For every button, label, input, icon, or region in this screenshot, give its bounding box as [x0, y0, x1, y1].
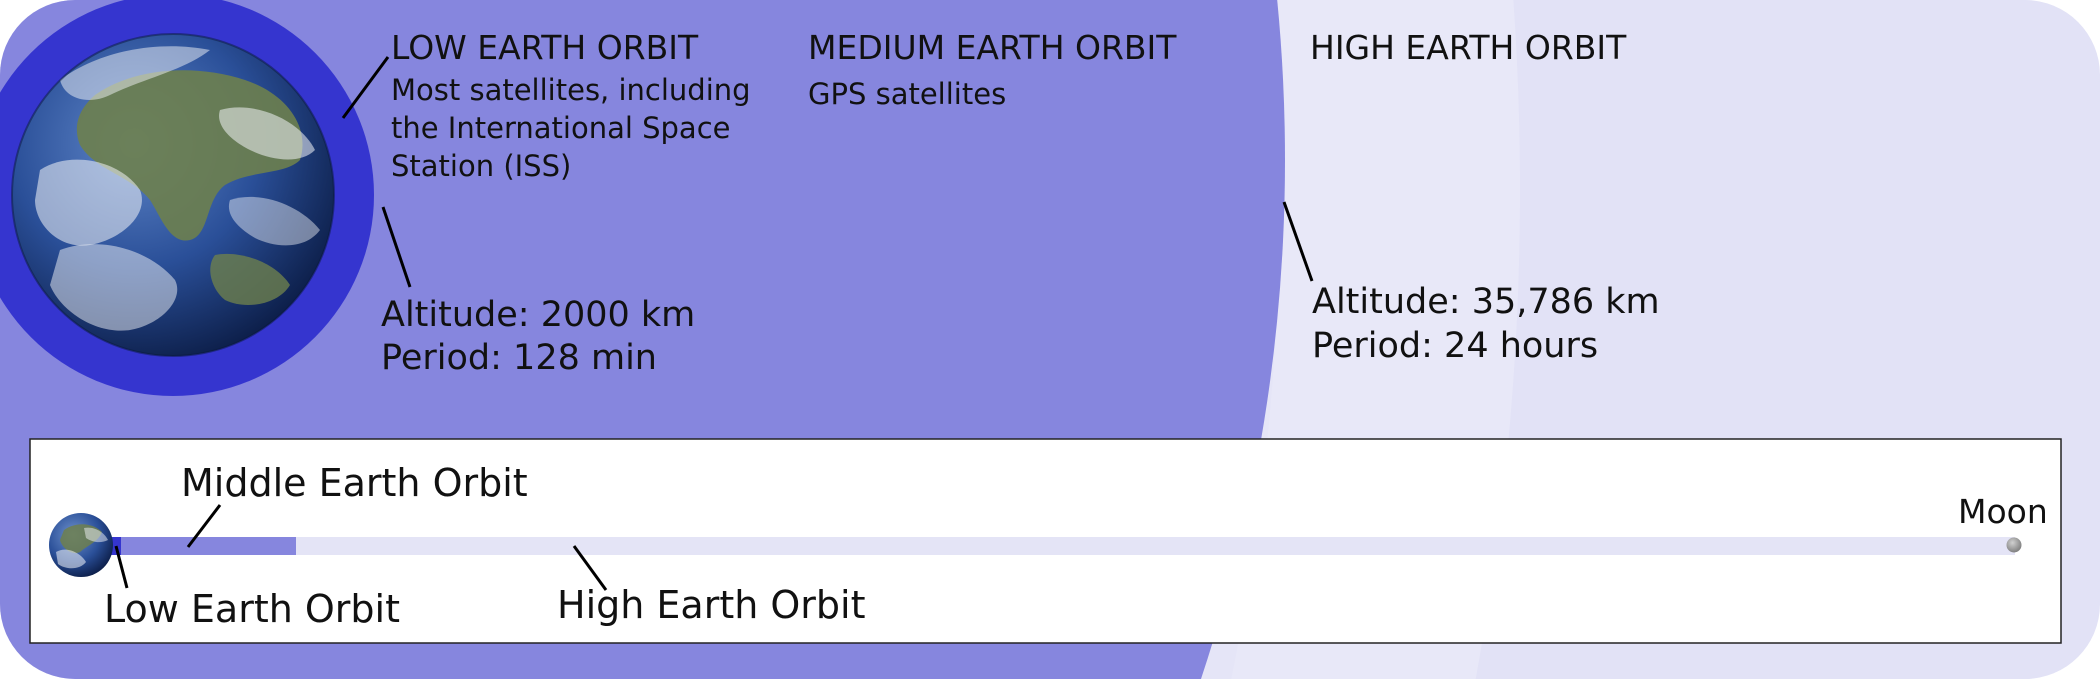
medium-orbit-desc: GPS satellites: [808, 77, 1006, 111]
low-orbit-altitude-leader: [381, 206, 412, 288]
high-orbit-scale-leader: [572, 545, 608, 591]
high-orbit-period: Period: 24 hours: [1312, 326, 1598, 366]
low-orbit-period: Period: 128 min: [381, 338, 657, 378]
high-orbit-title: HIGH EARTH ORBIT: [1310, 28, 1627, 67]
low-orbit-title-leader: [341, 56, 390, 119]
low-orbit-scale-leader: [114, 545, 129, 589]
high-earth-orbit-label: High Earth Orbit: [557, 583, 866, 627]
low-earth-orbit-label: Low Earth Orbit: [104, 587, 400, 631]
earth-icon: [11, 33, 335, 357]
low-orbit-scale-bar: [110, 537, 121, 555]
distance-scale-panel: Middle Earth Orbit Low Earth Orbit High …: [29, 438, 2062, 644]
high-orbit-altitude: Altitude: 35,786 km: [1312, 282, 1660, 322]
low-orbit-desc-line-3: Station (ISS): [391, 149, 571, 183]
medium-orbit-title: MEDIUM EARTH ORBIT: [808, 28, 1177, 67]
middle-orbit-leader: [186, 504, 222, 548]
small-earth-icon: [49, 513, 113, 577]
high-orbit-altitude-leader: [1282, 201, 1314, 282]
moon-label: Moon: [1958, 492, 2048, 531]
low-orbit-desc-line-1: Most satellites, including: [391, 73, 751, 107]
medium-orbit-scale-bar: [110, 537, 296, 555]
low-orbit-altitude: Altitude: 2000 km: [381, 295, 695, 335]
moon-icon: [2006, 537, 2022, 553]
low-orbit-title: LOW EARTH ORBIT: [391, 28, 699, 67]
high-orbit-scale-bar: [110, 537, 2015, 555]
low-orbit-desc-line-2: the International Space: [391, 111, 731, 145]
middle-earth-orbit-label: Middle Earth Orbit: [181, 461, 528, 505]
